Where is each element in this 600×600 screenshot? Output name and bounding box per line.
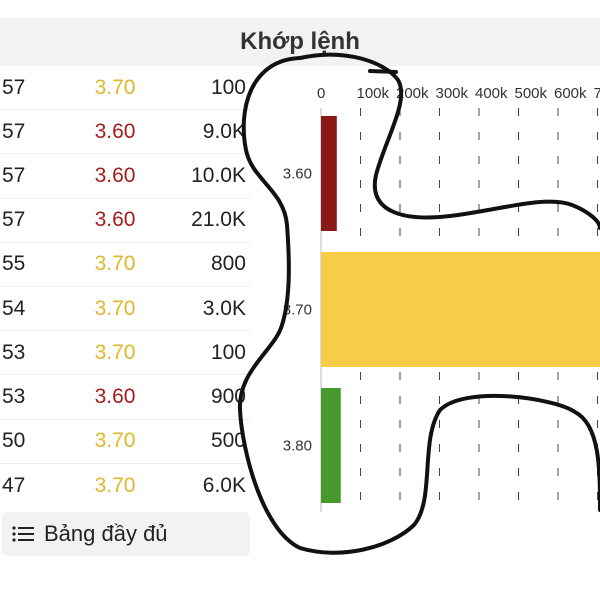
trade-volume: 500 [210, 429, 246, 453]
trade-time: 47 [2, 473, 26, 497]
trade-row: 47 3.70 6.0K [0, 464, 250, 508]
trade-time: 57 [2, 75, 26, 99]
trade-price: 3.70 [94, 429, 136, 453]
trade-price: 3.60 [94, 208, 136, 232]
trade-row: 57 3.60 21.0K [0, 199, 250, 243]
trade-time: 57 [2, 208, 26, 232]
trade-row: 50 3.70 500 [0, 420, 250, 464]
trade-price: 3.60 [94, 119, 136, 143]
trade-volume: 6.0K [202, 473, 246, 497]
trade-price: 3.70 [94, 252, 136, 276]
trade-row: 57 3.60 9.0K [0, 110, 250, 155]
x-tick-label: 600k [554, 85, 587, 102]
bar-3.60 [321, 116, 337, 231]
x-tick-label: 200k [396, 85, 429, 102]
full-table-label: Bảng đầy đủ [44, 521, 168, 546]
y-category-label: 3.60 [283, 166, 312, 183]
bar-3.80 [321, 388, 341, 503]
trade-price: 3.70 [94, 340, 136, 364]
trade-price: 3.70 [94, 75, 136, 99]
y-category-label: 3.70 [283, 302, 312, 319]
trade-row: 57 3.70 100 [0, 66, 250, 111]
trade-price: 3.60 [94, 384, 136, 408]
trade-time: 55 [2, 252, 26, 276]
trade-volume: 9.0K [202, 119, 246, 143]
trade-row: 57 3.60 10.0K [0, 154, 250, 199]
x-tick-label: 400k [475, 85, 508, 102]
x-tick-label: 100k [357, 85, 390, 102]
trade-volume: 3.0K [202, 296, 246, 320]
x-tick-label: 300k [436, 85, 469, 102]
trade-volume: 10.0K [191, 163, 246, 187]
trade-row: 53 3.60 900 [0, 375, 250, 420]
trade-time: 53 [2, 384, 26, 408]
trade-time: 50 [2, 429, 26, 453]
trade-row: 53 3.70 100 [0, 331, 250, 376]
trade-time: 57 [2, 163, 26, 187]
trade-list: 57 3.70 100 57 3.60 9.0K 57 3.60 10.0K 57 3.60 21.0… [0, 66, 250, 508]
trade-volume: 21.0K [191, 208, 246, 232]
x-tick-label: 500k [515, 85, 548, 102]
trade-price: 3.60 [94, 163, 136, 187]
trade-volume: 900 [210, 384, 246, 408]
full-table-button[interactable]: Bảng đầy đủ [2, 512, 250, 556]
trade-volume: 100 [210, 75, 246, 99]
list-icon [12, 526, 34, 542]
trade-row: 54 3.70 3.0K [0, 287, 250, 332]
trade-time: 57 [2, 119, 26, 143]
page-title: Khớp lệnh [240, 28, 360, 55]
trade-price: 3.70 [94, 296, 136, 320]
y-category-label: 3.80 [283, 438, 312, 455]
trade-volume: 800 [210, 252, 246, 276]
trade-row: 55 3.70 800 [0, 243, 250, 287]
trade-time: 54 [2, 296, 26, 320]
x-tick-label: 700k [594, 85, 600, 102]
bar-3.70 [321, 252, 600, 367]
trade-price: 3.70 [94, 473, 136, 497]
trade-time: 53 [2, 340, 26, 364]
x-tick-label: 0 [317, 85, 325, 102]
trade-volume: 100 [210, 340, 246, 364]
